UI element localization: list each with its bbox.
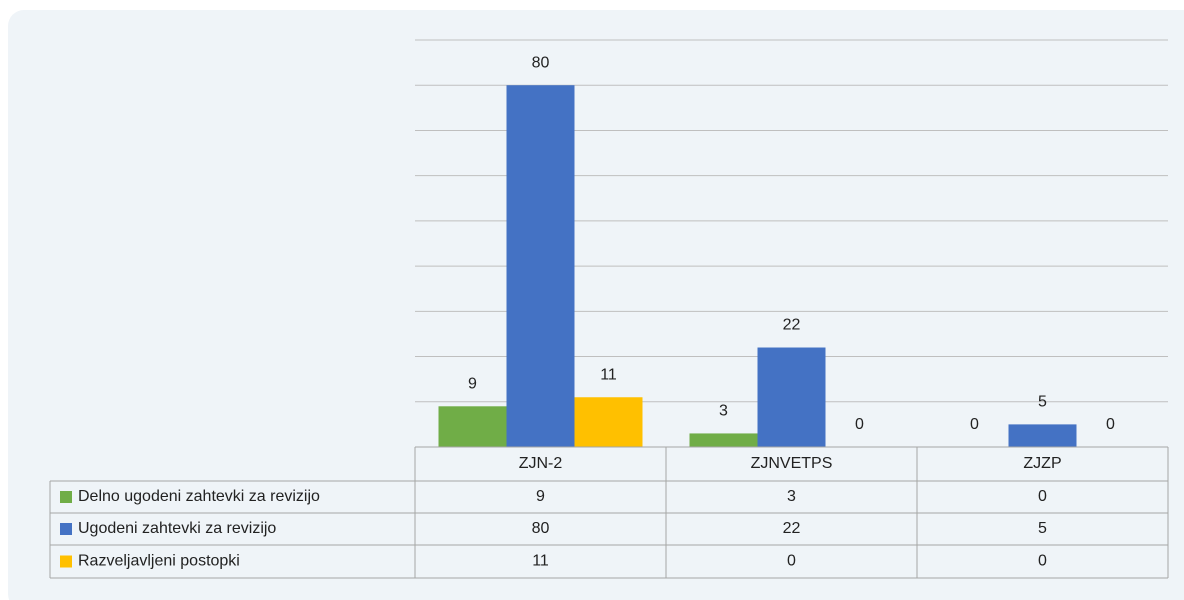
legend-label: Razveljavljeni postopki <box>78 553 240 570</box>
bar <box>1008 424 1077 447</box>
legend-swatch <box>60 491 72 503</box>
table-cell: 80 <box>532 520 550 537</box>
data-label: 80 <box>532 54 550 71</box>
data-label: 11 <box>600 366 617 383</box>
legend-label: Delno ugodeni zahtevki za revizijo <box>78 488 320 505</box>
x-tick-label: ZJNVETPS <box>751 455 833 472</box>
data-label: 3 <box>719 403 728 420</box>
x-tick-label: ZJN-2 <box>519 455 563 472</box>
data-label: 9 <box>468 376 477 393</box>
data-label: 0 <box>970 416 979 433</box>
bar <box>574 397 643 447</box>
table-cell: 22 <box>783 520 801 537</box>
bar <box>438 406 507 447</box>
bar <box>757 347 826 447</box>
data-label: 0 <box>855 416 864 433</box>
bar <box>506 85 575 447</box>
panel <box>8 10 1184 600</box>
table-cell: 9 <box>536 488 545 505</box>
bar <box>689 433 758 447</box>
data-label: 22 <box>783 317 801 334</box>
table-cell: 0 <box>787 553 796 570</box>
table-cell: 0 <box>1038 553 1047 570</box>
table-cell: 3 <box>787 488 796 505</box>
data-label: 5 <box>1038 394 1047 411</box>
legend-swatch <box>60 523 72 535</box>
table-cell: 0 <box>1038 488 1047 505</box>
data-label: 0 <box>1106 416 1115 433</box>
legend-swatch <box>60 555 72 568</box>
table-cell: 11 <box>532 553 549 570</box>
table-cell: 5 <box>1038 520 1047 537</box>
legend-label: Ugodeni zahtevki za revizijo <box>78 520 276 537</box>
x-tick-label: ZJZP <box>1023 455 1061 472</box>
